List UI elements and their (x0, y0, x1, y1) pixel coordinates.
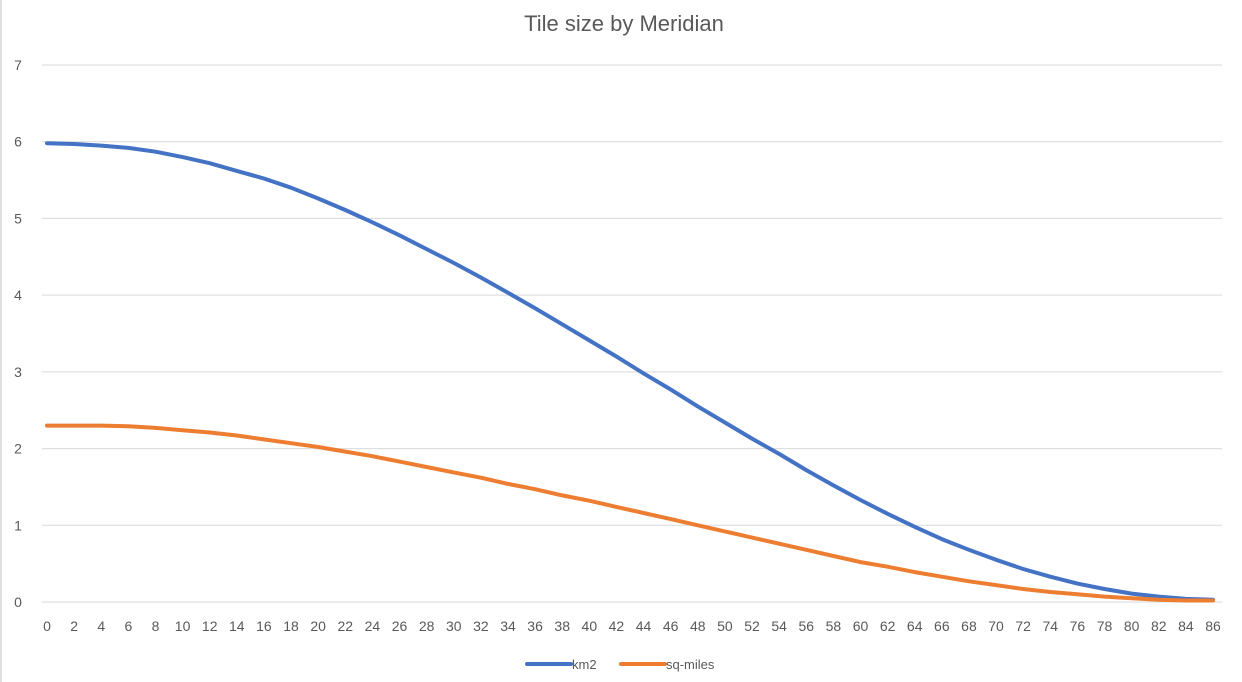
x-tick-label: 68 (961, 618, 977, 634)
x-tick-label: 14 (229, 618, 245, 634)
y-tick-label: 5 (14, 210, 22, 226)
x-tick-label: 60 (853, 618, 869, 634)
x-tick-label: 36 (527, 618, 543, 634)
y-tick-label: 3 (14, 364, 22, 380)
x-tick-label: 42 (609, 618, 625, 634)
series-line-sq-miles (45, 423, 1215, 603)
x-tick-label: 12 (202, 618, 218, 634)
x-tick-label: 48 (690, 618, 706, 634)
x-tick-label: 70 (988, 618, 1004, 634)
y-tick-label: 4 (14, 287, 22, 303)
x-tick-label: 0 (43, 618, 51, 634)
x-tick-label: 10 (175, 618, 191, 634)
x-tick-label: 74 (1043, 618, 1059, 634)
x-tick-label: 52 (744, 618, 760, 634)
y-tick-label: 7 (14, 57, 22, 73)
x-tick-label: 38 (554, 618, 570, 634)
x-tick-label: 82 (1151, 618, 1167, 634)
x-tick-label: 86 (1205, 618, 1221, 634)
x-tick-label: 26 (392, 618, 408, 634)
x-tick-label: 64 (907, 618, 923, 634)
y-axis-tick-labels: 0 1 2 3 4 5 6 7 (14, 57, 22, 610)
x-tick-label: 50 (717, 618, 733, 634)
x-tick-label: 8 (152, 618, 160, 634)
series-line-km2 (45, 141, 1215, 602)
x-tick-label: 40 (582, 618, 598, 634)
x-tick-label: 58 (826, 618, 842, 634)
gridlines (42, 64, 1222, 603)
x-tick-label: 72 (1015, 618, 1031, 634)
x-tick-label: 28 (419, 618, 435, 634)
series-lines (45, 141, 1215, 603)
x-tick-label: 80 (1124, 618, 1140, 634)
x-tick-label: 66 (934, 618, 950, 634)
x-tick-label: 18 (283, 618, 299, 634)
x-tick-label: 20 (310, 618, 326, 634)
x-tick-label: 76 (1070, 618, 1086, 634)
x-tick-label: 46 (663, 618, 679, 634)
x-tick-label: 30 (446, 618, 462, 634)
x-tick-label: 84 (1178, 618, 1194, 634)
legend: km2 sq-miles (525, 657, 715, 672)
x-tick-label: 22 (337, 618, 353, 634)
chart-title: Tile size by Meridian (524, 11, 724, 36)
y-tick-label: 0 (14, 594, 22, 610)
y-tick-label: 2 (14, 441, 22, 457)
x-tick-label: 4 (97, 618, 105, 634)
x-tick-label: 34 (500, 618, 516, 634)
x-tick-label: 54 (771, 618, 787, 634)
x-tick-label: 78 (1097, 618, 1113, 634)
x-tick-label: 2 (70, 618, 78, 634)
y-tick-label: 6 (14, 134, 22, 150)
x-tick-label: 6 (124, 618, 132, 634)
x-axis-tick-labels: 0 2 4 6 8 10 12 14 16 18 20 22 24 26 28 30 32 34 36 38 40 42 4… (43, 618, 1221, 634)
y-tick-label: 1 (14, 517, 22, 533)
x-tick-label: 32 (473, 618, 489, 634)
x-tick-label: 56 (798, 618, 814, 634)
legend-label: sq-miles (666, 657, 715, 672)
x-tick-label: 24 (365, 618, 381, 634)
x-tick-label: 44 (636, 618, 652, 634)
x-tick-label: 62 (880, 618, 896, 634)
legend-label: km2 (572, 657, 597, 672)
x-tick-label: 16 (256, 618, 272, 634)
